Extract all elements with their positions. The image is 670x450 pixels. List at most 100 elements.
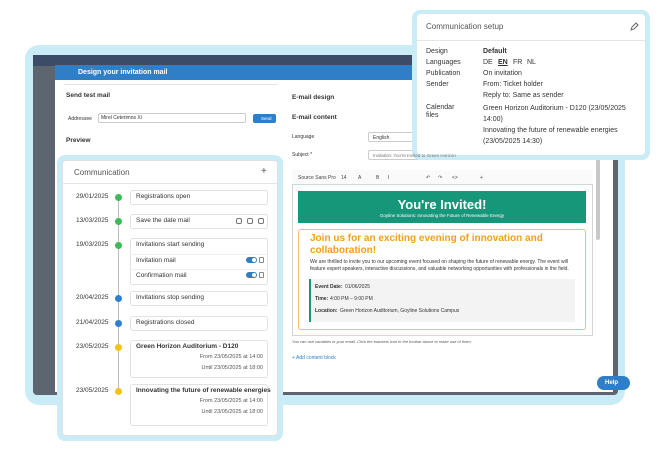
language-option[interactable]: EN [498,59,508,66]
status-dot [114,344,122,351]
setup-label: Calendar files [426,104,455,120]
panel-title: Communication [74,168,130,177]
setup-value: Innovating the future of renewable energ… [483,127,618,145]
item-until: Until 23/05/2025 at 18:00 [201,409,263,415]
divider [64,84,278,85]
button-label: Send [261,116,272,121]
toggle-knob [252,273,256,277]
toggle-knob [252,258,256,262]
item-title: Invitations start sending [136,241,205,248]
detail-label: Event Date: [315,284,343,290]
item-title: Invitations stop sending [136,294,204,301]
card-title: Communication setup [426,22,504,31]
email-body: We are thrilled to invite you to our upc… [310,259,569,273]
app-topbar [33,55,618,66]
detail-value: Green Horizon Auditorium, Goyline Soluti… [340,308,460,314]
item-date: 21/04/2025 [76,319,109,326]
field-label: Subject * [292,152,313,158]
item-title: Save the date mail [136,217,190,224]
help-button[interactable] [597,376,630,390]
language-option[interactable]: DE [483,59,493,66]
item-date: 23/05/2025 [76,387,109,394]
sub-item: Confirmation mail [136,272,187,279]
status-dot [114,194,122,201]
language-option[interactable]: NL [527,59,536,66]
toolbar-item: I [388,175,390,181]
email-subheading: Goyline Solutions: Innovating the Future… [379,213,505,218]
item-date: 29/01/2025 [76,193,109,200]
details-box [309,279,575,322]
toolbar-item: <> [452,175,458,181]
item-date: 13/03/2025 [76,217,109,224]
toggle[interactable] [246,257,257,263]
scrollbar [596,150,600,240]
status-dot [114,218,122,225]
setup-label: Languages [426,59,461,66]
divider [62,183,278,184]
divider [130,269,268,270]
detail-label: Time: [315,296,329,302]
field-value: Invitation: You're Invited to Green Hori… [373,153,456,158]
toolbar-item: ↶ [426,175,431,181]
item-box[interactable] [130,190,268,205]
setup-label: Publication [426,70,461,77]
status-dot [114,295,122,302]
mail-icon[interactable] [247,218,253,224]
status-dot [114,388,122,395]
section-title: Send test mail [66,92,111,99]
email-banner [298,191,586,223]
item-date: 20/04/2025 [76,294,109,301]
eye-icon[interactable] [236,218,242,224]
detail-label: Location: [315,308,338,314]
item-title: Registrations open [136,193,191,200]
item-box[interactable] [130,316,268,331]
language-option[interactable]: FR [513,59,523,66]
field-label: Language [292,134,315,140]
detail-value: 4:00 PM – 9:00 PM [330,296,373,302]
setup-label: Design [426,48,448,55]
bin-icon[interactable] [259,272,264,278]
setup-value: Default [483,48,507,55]
setup-label: Sender [426,81,449,88]
item-date: 19/03/2025 [76,241,109,248]
section-title: E-mail content [292,114,337,121]
status-dot [114,320,122,327]
edit-icon[interactable] [630,22,639,31]
field-label: Addressee [68,116,92,122]
toggle[interactable] [246,272,257,278]
divider [130,254,268,255]
item-box[interactable] [130,214,268,229]
setup-card [417,14,645,155]
item-until: Until 23/05/2025 at 18:00 [201,365,263,371]
toolbar-item: ↷ [438,175,443,181]
bin-icon[interactable] [259,257,264,263]
email-card [298,229,586,330]
item-box[interactable] [130,340,268,378]
addressee-input[interactable] [98,113,246,123]
setup-value: Green Horizon Auditorium - D120 (23/05/2… [483,105,626,123]
toolbar-item: A [358,175,362,181]
item-box[interactable] [130,291,268,306]
divider [417,40,645,41]
send-button[interactable] [253,114,276,123]
field-value: Mirel Ceterimos Xi [101,115,142,121]
detail-value: 01/06/2025 [345,284,371,290]
editor-toolbar [292,170,593,185]
toolbar-item: B [376,175,380,181]
item-date: 23/05/2025 [76,343,109,350]
setup-value: Reply to: Same as sender [483,92,564,99]
item-box[interactable] [130,238,268,285]
timeline-line [117,197,119,391]
bin-icon[interactable] [258,218,264,224]
item-title: Innovating the future of renewable energ… [136,387,271,394]
toolbar-item: 14 [341,175,347,181]
add-block-link[interactable]: + Add content block [292,355,336,361]
field-value: English [373,135,390,141]
item-box[interactable] [130,384,268,426]
sub-item: Invitation mail [136,257,176,264]
email-title: Join us for an exciting evening of innov… [310,233,543,256]
section-title: Preview [66,137,91,144]
toolbar-item: + [480,175,483,181]
add-button[interactable]: + [261,166,267,177]
